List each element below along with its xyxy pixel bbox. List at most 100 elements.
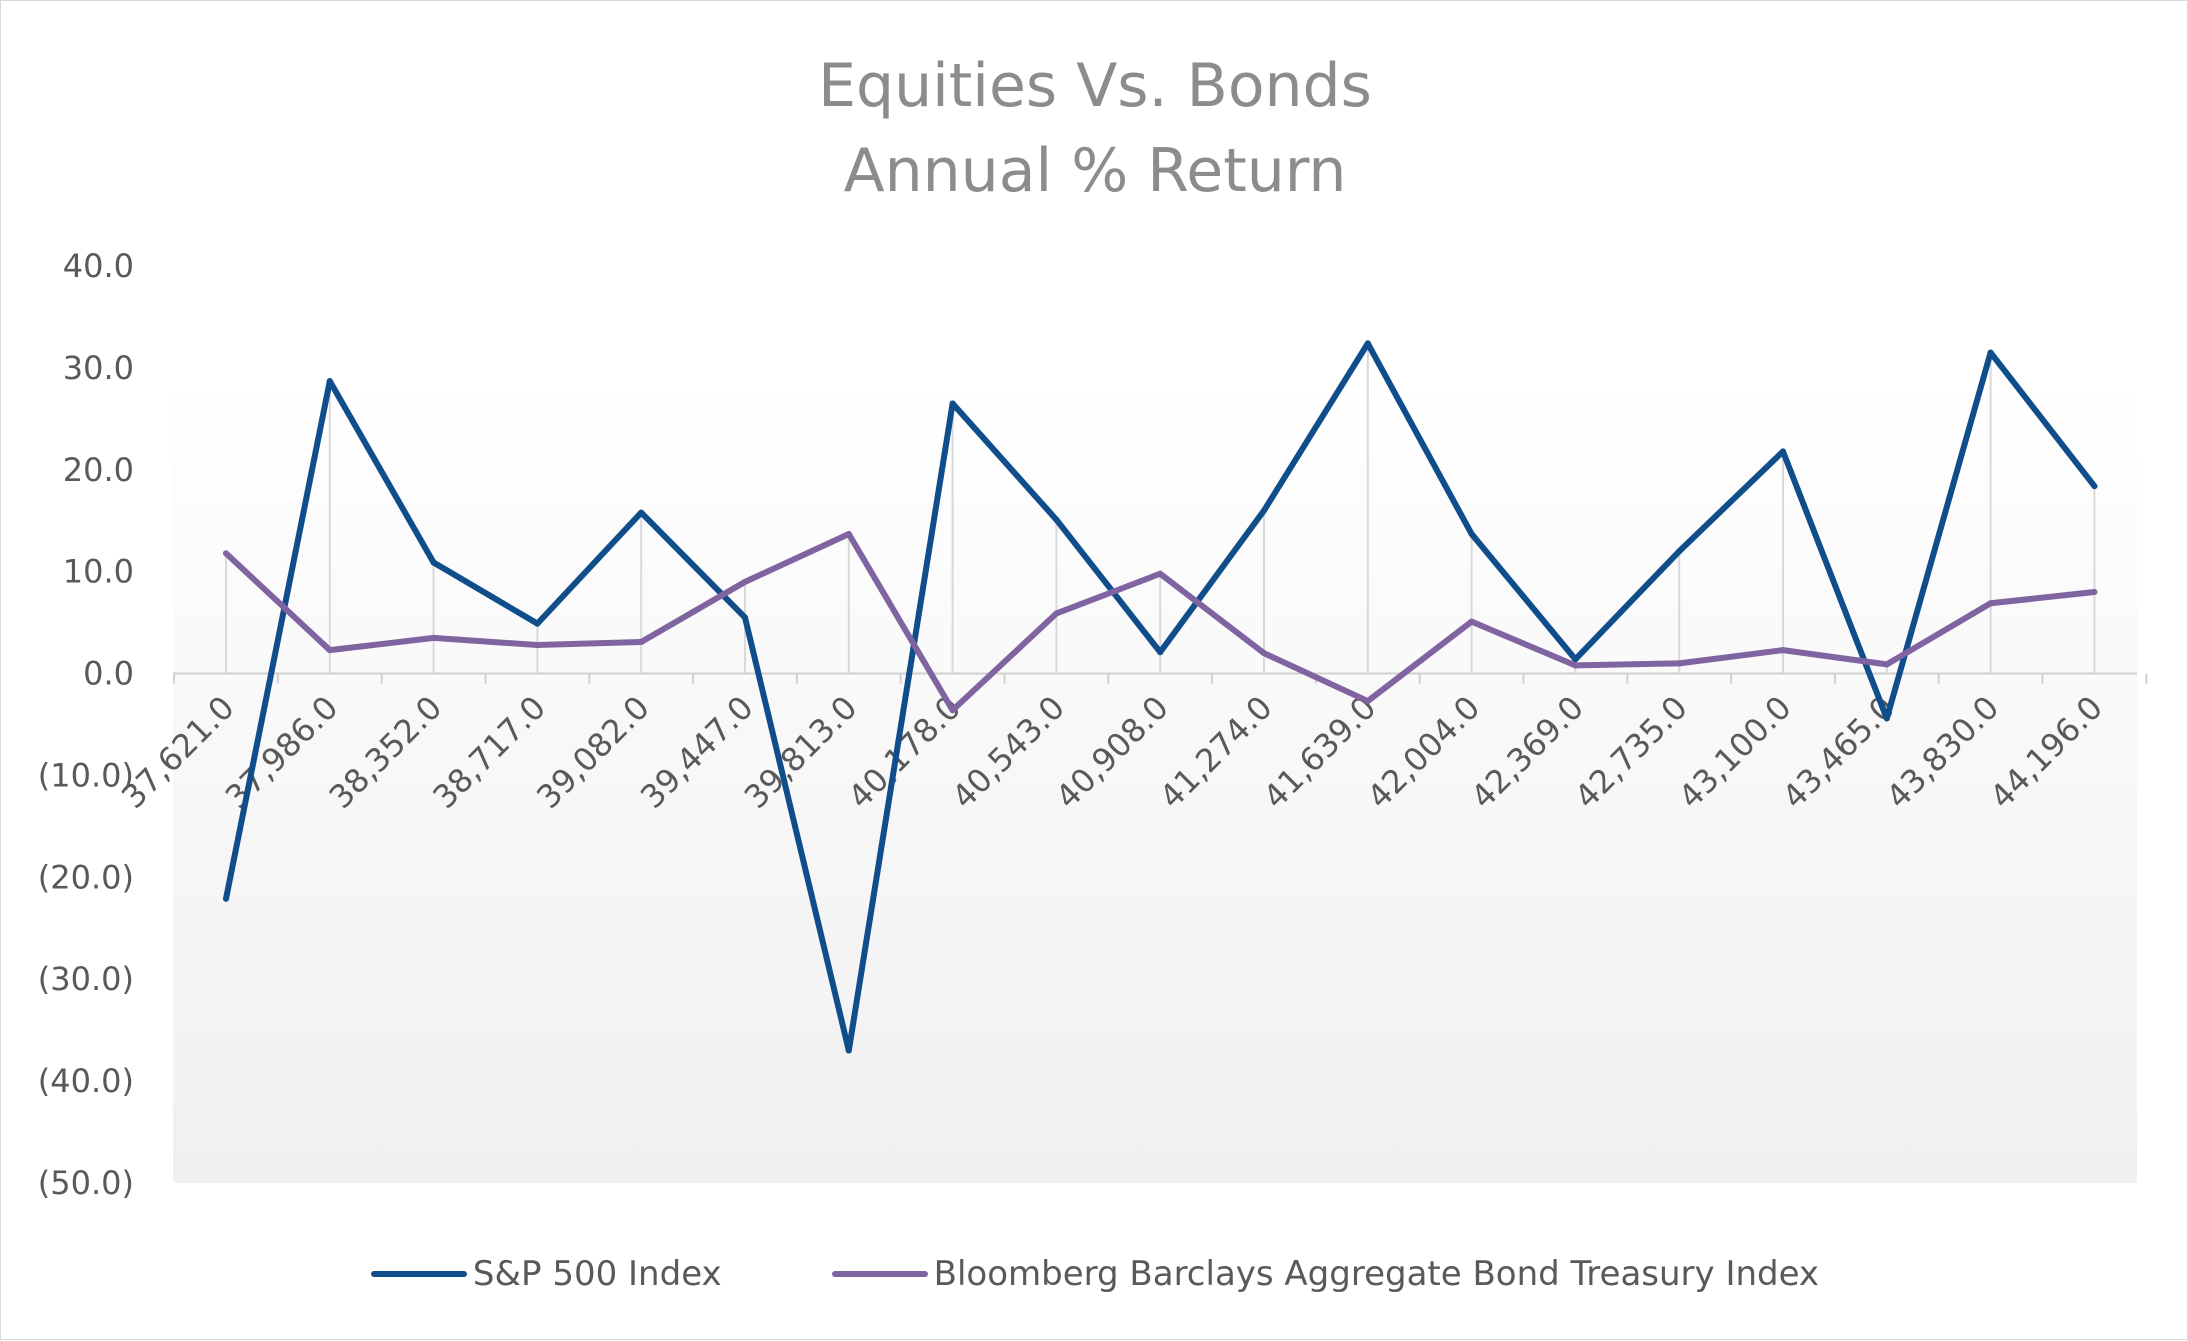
series-segment	[1261, 650, 1371, 705]
series-point	[326, 647, 333, 654]
series-point	[1157, 649, 1164, 656]
series-segment	[1053, 516, 1164, 656]
series-point	[1364, 698, 1371, 705]
series-segment	[1883, 600, 1994, 668]
series-point	[1676, 548, 1683, 555]
chart-title-line-1: Equities Vs. Bonds	[818, 51, 1372, 121]
series-point	[1883, 715, 1890, 722]
series-point	[1572, 662, 1579, 669]
series-segment	[845, 400, 956, 1054]
series-point	[638, 638, 645, 645]
series-point	[1572, 656, 1579, 663]
series-point	[1780, 448, 1786, 455]
chart-title-line-2: Annual % Return	[843, 136, 1347, 206]
series-segment	[1987, 349, 2098, 490]
plot-area	[173, 373, 2137, 1183]
series-segment	[1364, 340, 1475, 537]
series-segment	[845, 530, 956, 714]
series-point	[1987, 349, 1994, 356]
series-point	[223, 895, 229, 902]
series-point	[845, 1047, 852, 1054]
series-segment	[326, 634, 437, 654]
series-sp500	[223, 340, 2098, 1054]
grid-lines	[225, 343, 2096, 674]
y-tick-label: (10.0)	[38, 756, 134, 794]
legend-item-bonds: Bloomberg Barclays Aggregate Bond Treasu…	[831, 1254, 1820, 1294]
y-tick-label: 40.0	[63, 247, 134, 285]
legend-swatch-sp500	[370, 1271, 467, 1277]
legend-swatch-bonds	[831, 1271, 928, 1277]
zero-axis	[173, 672, 2148, 684]
series-point	[1261, 507, 1267, 514]
series-segment	[638, 578, 748, 645]
series-segment	[1157, 507, 1267, 656]
series-point	[1468, 530, 1475, 537]
series-point	[845, 530, 852, 537]
series-point	[1468, 618, 1475, 625]
series-point	[1053, 516, 1060, 523]
series-segment	[534, 638, 645, 649]
series-point	[1261, 650, 1267, 657]
series-point	[1364, 340, 1371, 347]
series-point	[1883, 661, 1890, 668]
series-point	[742, 614, 748, 621]
series-point	[949, 400, 956, 407]
series-segment	[1572, 660, 1683, 669]
series-point	[742, 578, 748, 585]
series-point	[534, 620, 541, 627]
series-point	[2091, 589, 2098, 596]
y-axis-ticks: 40.0 30.0 20.0 10.0 0.0 (10.0) (20.0) (30.0) (40…	[38, 247, 134, 1202]
series-point	[1053, 610, 1060, 617]
legend-label-sp500: S&P 500 Index	[472, 1254, 722, 1294]
series-segment	[1053, 570, 1164, 617]
y-tick-label: (20.0)	[38, 858, 134, 896]
series-segment	[534, 509, 645, 627]
series-segment	[430, 634, 541, 649]
legend-label-bonds: Bloomberg Barclays Aggregate Bond Treasu…	[933, 1254, 1820, 1294]
series-point	[1987, 600, 1994, 607]
y-tick-label: 0.0	[83, 655, 134, 693]
series-segment	[223, 550, 333, 654]
series-point	[534, 642, 541, 649]
series-segment	[1364, 618, 1475, 705]
y-tick-label: 20.0	[63, 451, 134, 489]
series-segment	[742, 530, 852, 585]
series-segment	[1676, 647, 1786, 667]
series-lines	[223, 340, 2098, 1054]
series-segment	[326, 378, 437, 566]
series-point	[430, 559, 437, 566]
series-segment	[430, 559, 541, 627]
y-tick-label: (40.0)	[38, 1062, 134, 1100]
series-segment	[742, 614, 852, 1054]
series-segment	[1780, 448, 1890, 722]
series-bonds	[223, 530, 2098, 714]
chart-legend: S&P 500 Index Bloomberg Barclays Aggrega…	[1, 1249, 2188, 1299]
series-segment	[1780, 647, 1890, 668]
series-point	[1780, 647, 1786, 654]
series-point	[223, 550, 229, 557]
series-segment	[1468, 618, 1579, 669]
series-segment	[1987, 589, 2098, 607]
series-segment	[1261, 340, 1371, 514]
series-point	[326, 378, 333, 385]
series-segment	[1572, 548, 1683, 663]
series-point	[638, 509, 645, 516]
series-point	[1676, 660, 1683, 667]
y-tick-label: 30.0	[63, 349, 134, 387]
series-point	[1157, 570, 1164, 577]
series-segment	[638, 509, 748, 621]
series-point	[949, 707, 956, 714]
series-segment	[949, 610, 1060, 714]
series-segment	[223, 378, 333, 902]
series-segment	[1157, 570, 1267, 657]
series-point	[2091, 483, 2098, 490]
y-tick-label: (30.0)	[38, 960, 134, 998]
legend-item-sp500: S&P 500 Index	[370, 1254, 722, 1294]
series-point	[430, 634, 437, 641]
series-segment	[1468, 530, 1579, 663]
series-segment	[1676, 448, 1786, 555]
y-tick-label: 10.0	[63, 553, 134, 591]
series-segment	[949, 400, 1060, 523]
